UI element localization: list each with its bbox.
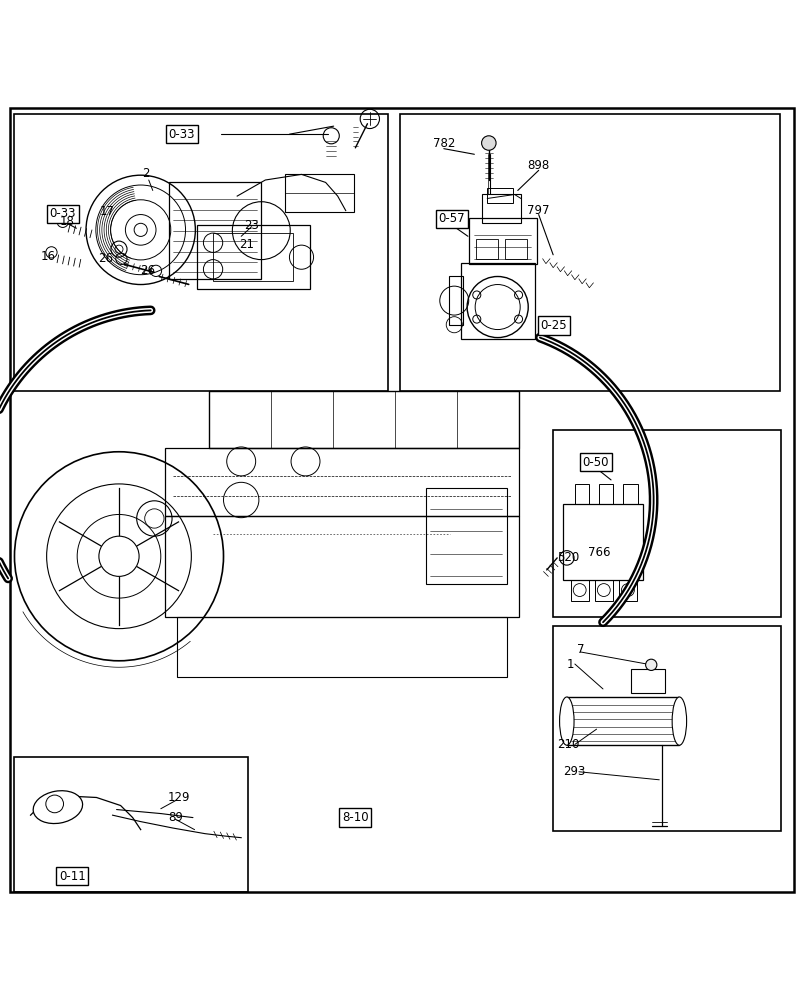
- Text: 0-33: 0-33: [50, 207, 75, 220]
- Bar: [562, 504, 642, 580]
- Bar: [574, 484, 589, 504]
- Text: 26: 26: [98, 252, 112, 265]
- Ellipse shape: [33, 791, 83, 824]
- Bar: [630, 669, 664, 693]
- Text: 782: 782: [432, 137, 454, 150]
- Text: 898: 898: [527, 159, 549, 172]
- Bar: [566, 697, 679, 745]
- Bar: [165, 448, 518, 516]
- Bar: [460, 263, 534, 339]
- Bar: [14, 757, 247, 892]
- Bar: [475, 239, 498, 259]
- Text: 23: 23: [244, 219, 259, 232]
- Bar: [448, 276, 463, 325]
- Text: 0-11: 0-11: [59, 870, 86, 883]
- Text: 520: 520: [556, 551, 579, 564]
- Text: 16: 16: [41, 250, 55, 263]
- Text: 8-10: 8-10: [341, 811, 369, 824]
- Circle shape: [645, 659, 656, 670]
- Bar: [169, 182, 261, 279]
- Bar: [399, 114, 779, 391]
- Bar: [468, 218, 536, 264]
- Text: 1: 1: [566, 658, 574, 671]
- Text: 26: 26: [140, 264, 154, 277]
- Text: 17: 17: [100, 205, 114, 218]
- Ellipse shape: [671, 697, 686, 745]
- Bar: [14, 114, 388, 391]
- Text: 89: 89: [168, 811, 182, 824]
- Bar: [552, 430, 780, 617]
- Bar: [594, 580, 612, 600]
- Bar: [482, 194, 520, 223]
- Bar: [426, 488, 506, 584]
- Text: 0-33: 0-33: [169, 128, 194, 141]
- Text: 766: 766: [587, 546, 609, 559]
- Text: 129: 129: [167, 791, 190, 804]
- Bar: [177, 617, 506, 677]
- Bar: [570, 580, 588, 600]
- Bar: [213, 233, 293, 281]
- Ellipse shape: [559, 697, 573, 745]
- Text: 21: 21: [239, 238, 254, 251]
- Bar: [487, 188, 512, 203]
- Bar: [209, 391, 518, 448]
- Text: 7: 7: [576, 643, 584, 656]
- Text: 210: 210: [556, 738, 579, 751]
- Text: 293: 293: [562, 765, 585, 778]
- Bar: [552, 626, 780, 831]
- Text: 0-25: 0-25: [540, 319, 567, 332]
- Bar: [504, 239, 527, 259]
- Text: 2: 2: [142, 167, 150, 180]
- Bar: [622, 484, 637, 504]
- Bar: [197, 225, 309, 289]
- Bar: [165, 516, 518, 617]
- Bar: [285, 174, 353, 212]
- Text: 0-57: 0-57: [438, 212, 465, 225]
- Circle shape: [481, 136, 495, 150]
- Bar: [598, 484, 613, 504]
- Text: 18: 18: [59, 215, 74, 228]
- Text: 797: 797: [527, 204, 549, 217]
- Text: 0-50: 0-50: [582, 456, 608, 469]
- Bar: [618, 580, 636, 600]
